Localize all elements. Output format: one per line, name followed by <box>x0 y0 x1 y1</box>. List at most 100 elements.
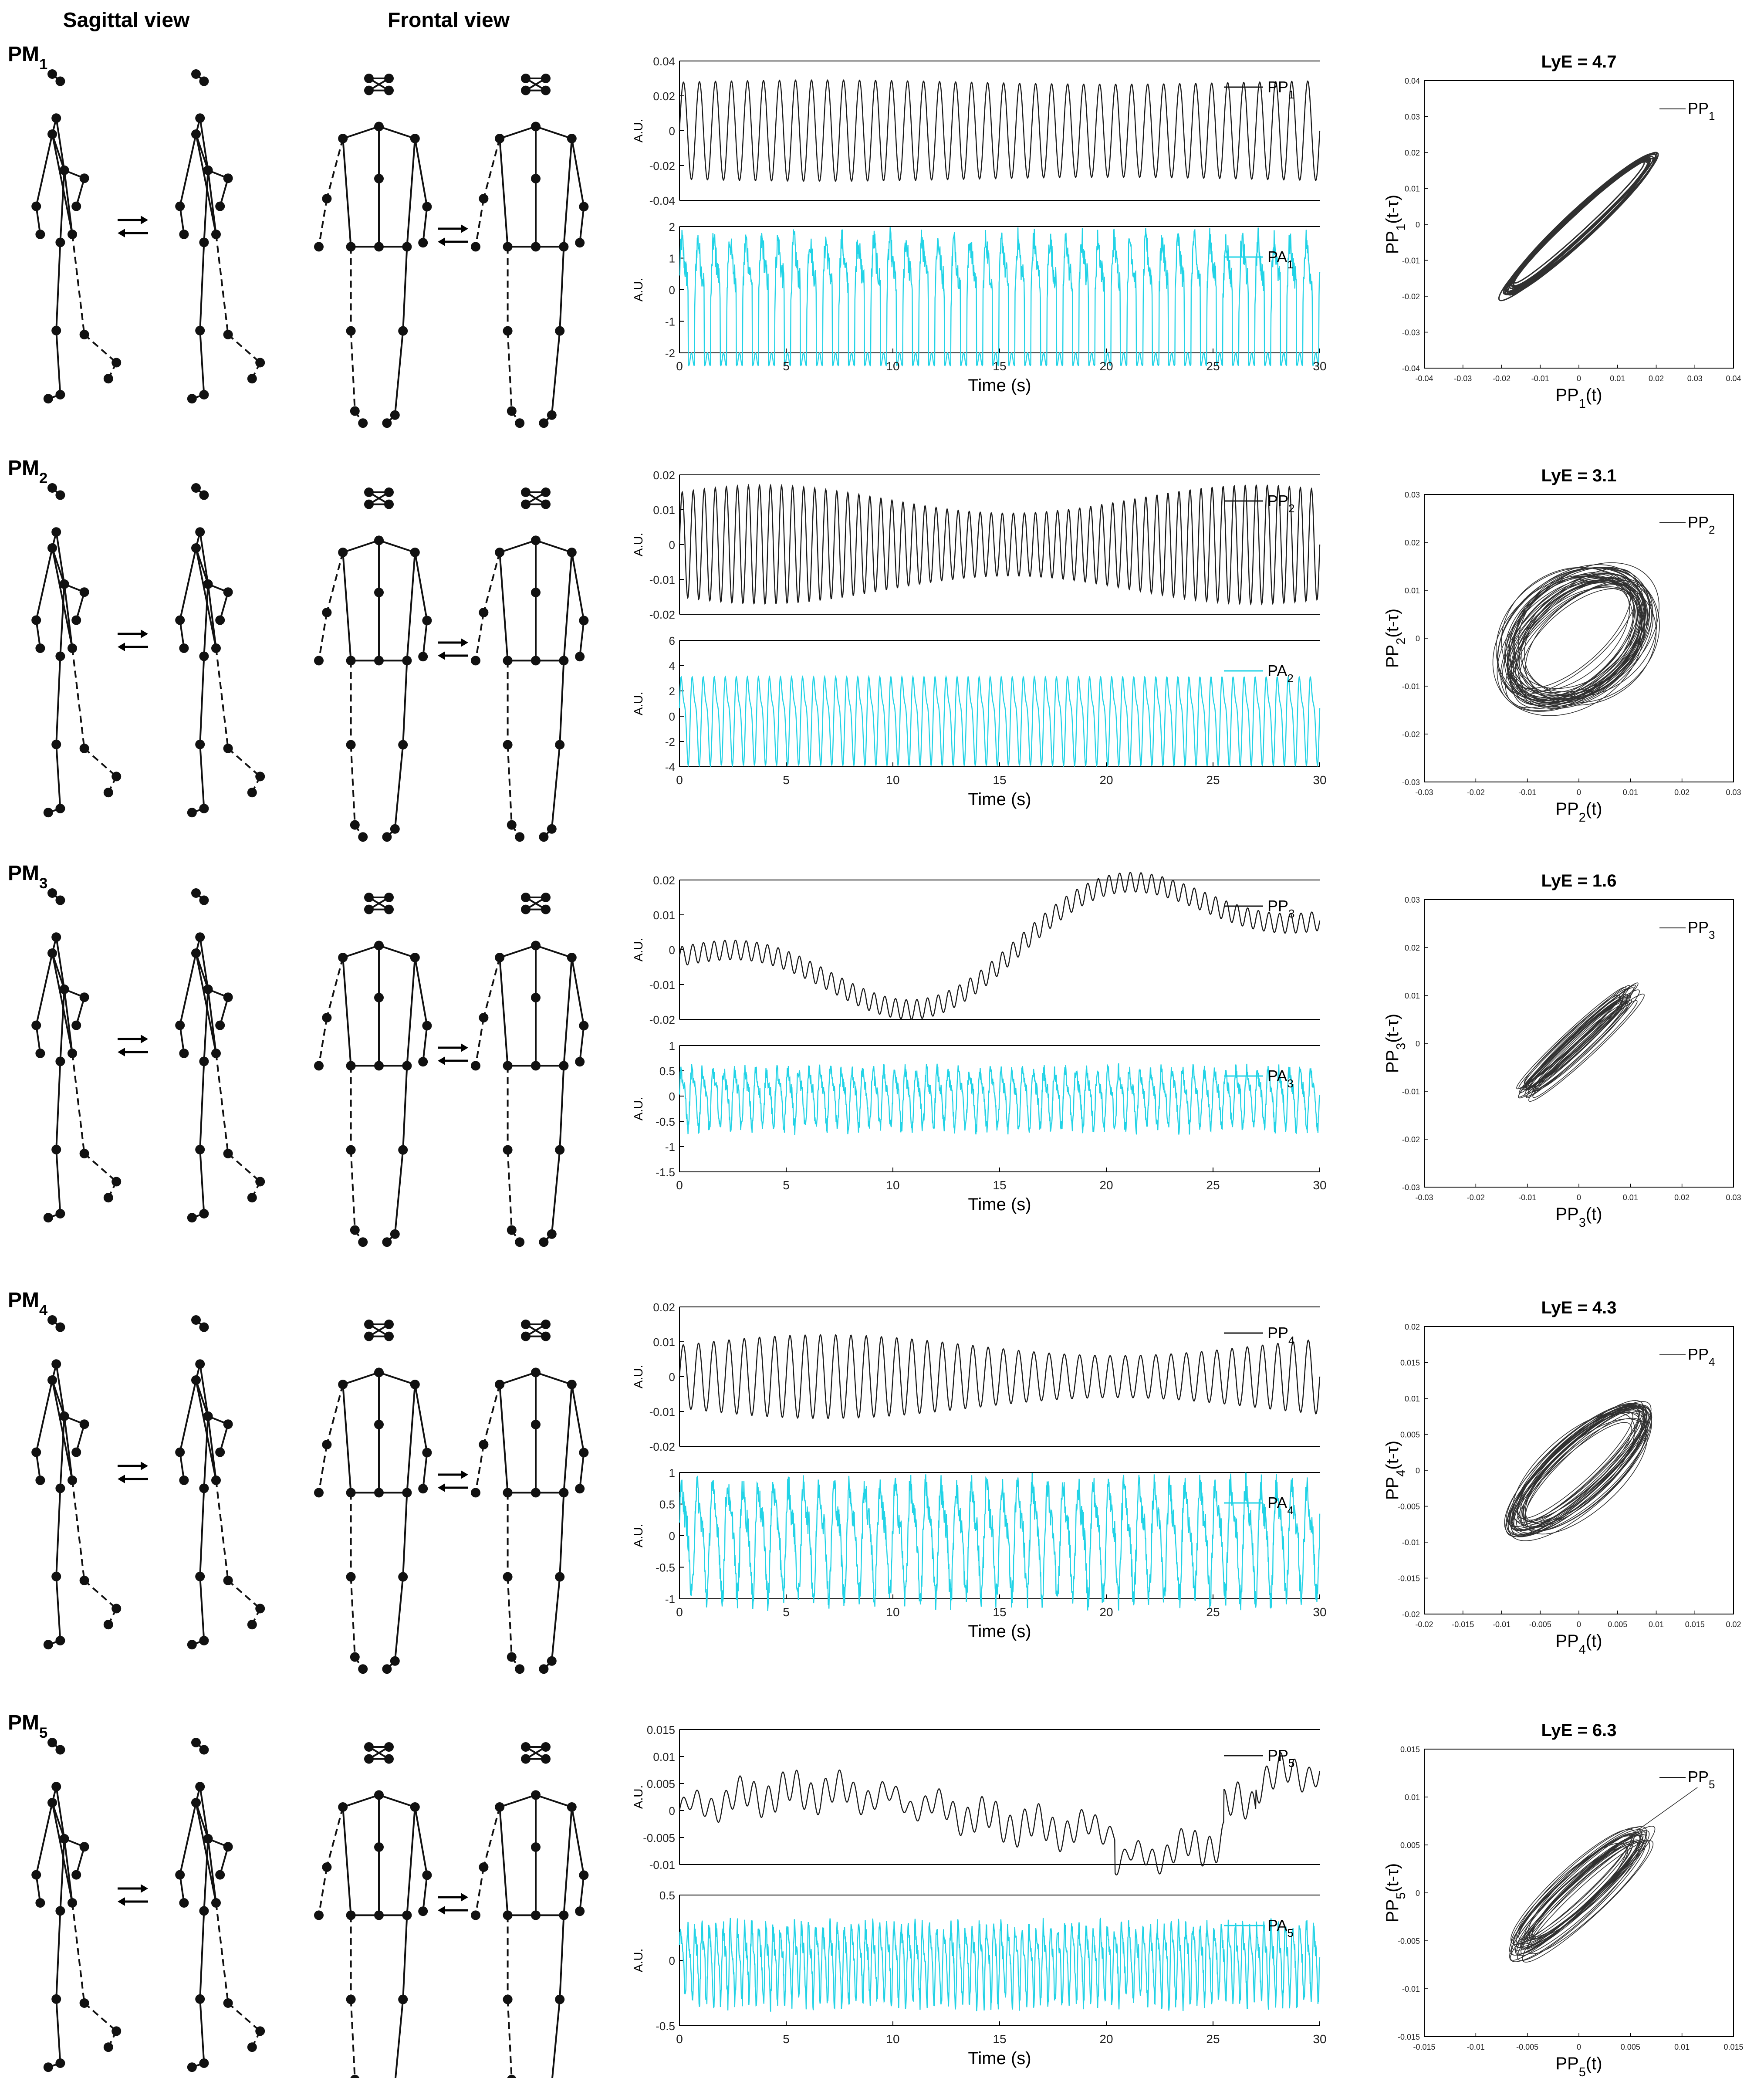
skeleton-joint <box>515 1237 525 1247</box>
x-tick-label: 10 <box>886 1605 899 1619</box>
skeleton-bone <box>51 134 73 235</box>
skeleton-joint <box>187 808 197 818</box>
skeleton-joint <box>503 1994 513 2004</box>
skeleton-bone <box>535 1794 572 1808</box>
x-tick-label: 5 <box>783 359 790 373</box>
skeleton-bone <box>394 1577 404 1661</box>
skeleton-bone <box>342 1371 379 1385</box>
phase-y-tick-label: -0.005 <box>1398 1937 1420 1946</box>
phase-y-tick-label: 0.02 <box>1405 944 1420 952</box>
legend-label: PP3 <box>1267 897 1294 920</box>
skeleton-bone <box>55 1364 65 1417</box>
skeleton-joint <box>223 330 233 339</box>
skeleton-joint <box>521 904 531 914</box>
skeleton-bone-dashed <box>507 1577 513 1657</box>
skeleton-joint <box>55 1322 65 1332</box>
phase-y-tick-label: -0.02 <box>1402 1610 1420 1619</box>
y-tick-label: -0.02 <box>649 1013 675 1026</box>
skeleton-bone <box>203 1416 209 1489</box>
skeleton-bone-dashed <box>84 2002 117 2032</box>
skeleton-joint <box>322 608 332 617</box>
skeleton-bone-dashed <box>318 1444 328 1493</box>
skeleton-bone <box>535 944 572 958</box>
skeleton-joint <box>374 1488 384 1498</box>
skeleton-bone <box>55 118 65 171</box>
skeleton-bone <box>342 944 379 958</box>
skeleton-bone <box>342 552 352 661</box>
phase-attractor <box>1504 1400 1652 1541</box>
skeleton-bone <box>551 331 561 415</box>
y-tick-label: 6 <box>669 634 675 647</box>
series-line <box>679 79 1321 182</box>
skeleton-joint <box>199 895 209 905</box>
y-tick-label: 1 <box>669 1039 675 1053</box>
phase-x-tick-label: -0.03 <box>1415 788 1433 797</box>
skeleton-joint <box>59 1834 69 1844</box>
skeleton-joint <box>191 1738 201 1747</box>
skeleton-bone <box>35 134 53 207</box>
right-arrow-head-icon <box>141 1462 148 1470</box>
skeleton-bone <box>551 1577 561 1661</box>
skeleton-bone <box>207 584 217 649</box>
x-tick-label: 15 <box>993 1178 1006 1192</box>
x-tick-label: 15 <box>993 359 1006 373</box>
skeleton-joint <box>567 953 577 962</box>
y-tick-label: 0 <box>669 125 675 138</box>
phase-y-tick-label: 0.005 <box>1400 1841 1420 1850</box>
skeleton-joint <box>255 1177 265 1187</box>
skeleton-bone <box>63 989 73 1054</box>
skeleton-joint <box>338 1802 348 1812</box>
skeleton-bone <box>579 1452 585 1489</box>
y-tick-label: 0 <box>669 944 675 957</box>
skeleton-joint <box>503 740 513 750</box>
skeleton-joint <box>175 615 185 625</box>
skeleton-joint <box>47 1315 57 1325</box>
skeleton-joint <box>51 325 61 335</box>
skeleton-bone <box>378 944 416 958</box>
skeleton-bone <box>394 1150 404 1234</box>
phase-y-tick-label: -0.015 <box>1398 1574 1420 1583</box>
skeleton-bone-dashed <box>84 1580 117 1609</box>
y-tick-label: 0 <box>669 1090 675 1103</box>
skeleton-joint <box>47 69 57 79</box>
phase-y-tick-label: -0.01 <box>1402 1087 1420 1096</box>
skeleton-bone <box>59 1416 65 1489</box>
skeleton-bone <box>571 552 585 621</box>
skeleton-joint <box>495 953 505 962</box>
skeleton-bone <box>499 1794 536 1808</box>
skeleton-joint <box>503 242 513 252</box>
skeleton-joint <box>203 165 213 175</box>
skeleton-joint <box>195 1994 205 2004</box>
skeleton-bone <box>195 134 217 235</box>
skeleton-joint <box>384 904 394 914</box>
skeleton-joint <box>314 1061 324 1071</box>
skeleton-joint <box>35 1898 45 1908</box>
phase-y-tick-label: 0 <box>1416 220 1420 229</box>
skeleton-bone <box>414 957 428 1026</box>
skeleton-bone-dashed <box>350 1999 356 2078</box>
phase-title: LyE = 1.6 <box>1541 871 1616 890</box>
skeleton-bone <box>179 953 197 1026</box>
series-line <box>679 1334 1321 1419</box>
skeleton-joint <box>191 483 201 493</box>
skeleton-bone-dashed <box>507 745 513 825</box>
phase-attractor <box>1492 562 1660 716</box>
skeleton-joint <box>79 330 89 339</box>
skeleton-joint <box>223 1419 233 1429</box>
skeleton-joint <box>199 1745 209 1755</box>
y-tick-label: -2 <box>665 347 675 360</box>
phase-x-tick-label: 0.02 <box>1726 1620 1741 1629</box>
skeleton-joint <box>390 410 400 420</box>
skeleton-joint <box>346 1061 356 1071</box>
phase-x-label: PP1(t) <box>1555 386 1602 411</box>
skeleton-joint <box>338 548 348 557</box>
x-axis-label: Time (s) <box>968 1195 1031 1214</box>
skeleton-joint <box>179 230 189 239</box>
skeleton-joint <box>471 656 480 666</box>
skeleton-joint <box>555 1572 565 1582</box>
x-tick-label: 25 <box>1206 1605 1220 1619</box>
skeleton-joint <box>521 85 531 95</box>
series-line <box>679 1472 1321 1611</box>
skeleton-bone <box>551 1999 561 2078</box>
skeleton-joint <box>559 1488 569 1498</box>
